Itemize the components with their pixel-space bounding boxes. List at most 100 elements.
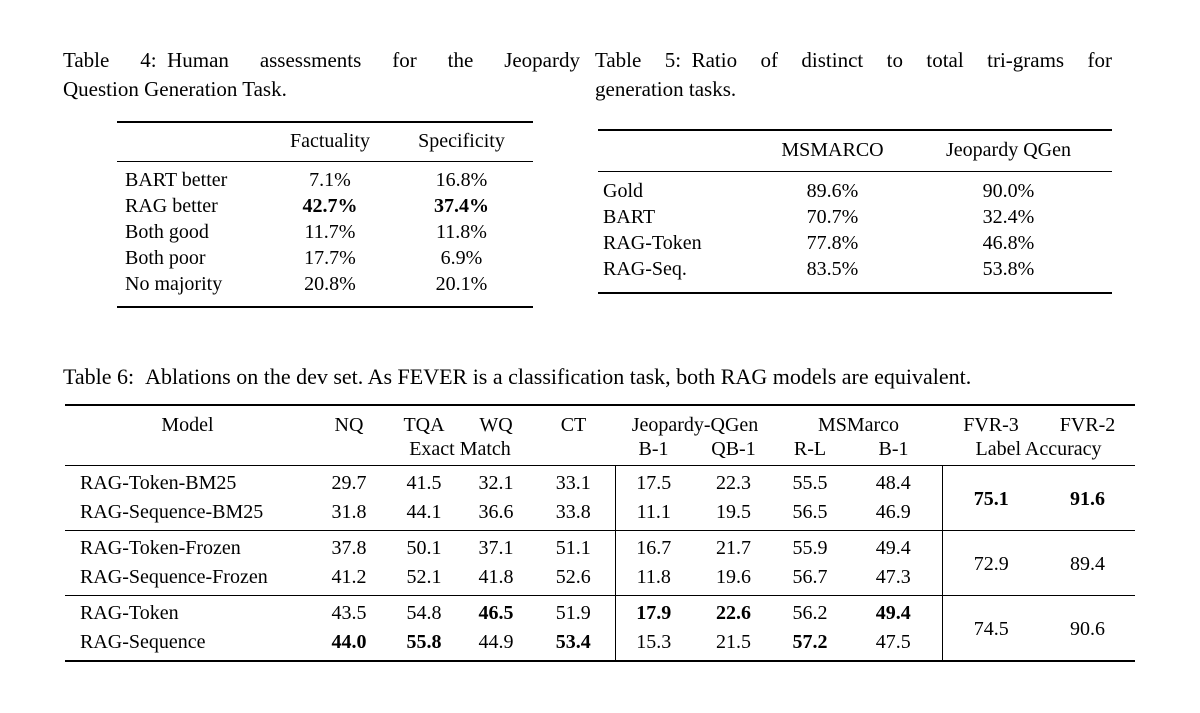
metric-cell: 31.8 [331, 500, 367, 523]
table6-row: RAG-Sequence 44.0 55.8 44.9 53.4 15.3 21.5 57.2… [65, 627, 1135, 661]
row-label-cell: No majority [125, 272, 223, 295]
factuality-cell: 7.1% [309, 168, 351, 191]
factuality-cell: 20.8% [304, 272, 356, 295]
metric-cell: 21.5 [716, 630, 751, 653]
specificity-cell: 20.1% [435, 272, 488, 295]
table5: MSMARCO Jeopardy QGen Gold 89.6% 90.0% BART… [598, 129, 1112, 294]
jeopardy-qgen-cell: 32.4% [982, 205, 1035, 228]
table6-row: RAG-Token-Frozen 37.8 50.1 37.1 51.1 16.7 21.7… [65, 529, 1136, 595]
metric-cell: 50.1 [388, 529, 460, 563]
table6-row: RAG-Token-BM25 29.7 41.5 32.1 33.1 17.5 22.3 55… [65, 464, 1136, 530]
table6-container: Model NQ TQA WQ CT Jeopardy-QGen MSMarco… [65, 404, 1136, 662]
table4-body: BART better 7.1% 16.8% RAG better 42.7% 37.4%… [117, 161, 533, 307]
metric-cell: 17.5 [615, 464, 692, 498]
table4-row: No majority 20.8% 20.1% [117, 271, 533, 307]
metric-cell: 44.0 [331, 630, 367, 653]
table5-caption-line1: Table 5: Ratio of distinct to total tri-… [595, 48, 1112, 72]
factuality-cell: 11.7% [304, 220, 356, 243]
metric-cell: 49.4 [845, 594, 943, 628]
table4-header-spacer [117, 122, 270, 162]
table6: Model NQ TQA WQ CT Jeopardy-QGen MSMarco… [65, 404, 1136, 662]
metric-cell: 36.6 [478, 500, 514, 523]
row-label-cell: RAG-Token [603, 231, 702, 254]
table4-row: Both good 11.7% 11.8% [117, 219, 533, 245]
jeopardy-qgen-cell: 46.8% [982, 231, 1035, 254]
metric-cell: 56.2 [775, 594, 845, 628]
metric-cell: 47.3 [845, 562, 943, 595]
metric-cell: 57.2 [792, 630, 828, 653]
metric-cell: 51.1 [532, 529, 616, 563]
msmarco-cell: 70.7% [806, 205, 859, 228]
specificity-cell: 11.8% [436, 220, 487, 243]
table4-header-row: Factuality Specificity [117, 122, 533, 162]
factuality-cell: 17.7% [304, 246, 356, 269]
row-label-cell: Both poor [125, 246, 206, 269]
model-cell: RAG-Token-BM25 [65, 464, 310, 498]
table5-row: Gold 89.6% 90.0% [598, 171, 1112, 204]
table4-caption: Table 4: Human assessments for the Jeopa… [63, 46, 580, 104]
metric-cell: 46.5 [460, 594, 532, 628]
table6-header-ct: CT [560, 414, 587, 436]
row-label-cell: RAG better [125, 194, 218, 217]
table6-header-msmarco: MSMarco [817, 414, 900, 436]
header-spacer [310, 438, 388, 466]
metric-cell: 17.9 [615, 594, 692, 628]
table5-body: Gold 89.6% 90.0% BART 70.7% 32.4% RAG-Token 77.… [598, 171, 1112, 293]
row-label-cell: Gold [603, 179, 643, 202]
table6-header-fvr3: FVR-3 [963, 414, 1019, 436]
row-label-cell: Both good [125, 220, 209, 243]
metric-cell: 54.8 [388, 594, 460, 628]
metric-cell: 15.3 [636, 630, 672, 653]
fvr2-cell: 90.6 [1040, 594, 1136, 661]
table6-header-rl: R-L [775, 438, 845, 466]
metric-cell: 56.5 [792, 500, 828, 523]
metric-cell: 32.1 [460, 464, 532, 498]
table6-row: RAG-Token 43.5 54.8 46.5 51.9 17.9 22.6 56.2 49.… [65, 594, 1136, 661]
msmarco-cell: 83.5% [806, 257, 859, 280]
specificity-cell: 37.4% [434, 194, 489, 217]
model-cell: RAG-Token-Frozen [65, 529, 310, 563]
msmarco-cell: 89.6% [806, 179, 859, 202]
metric-cell: 41.2 [331, 565, 367, 588]
metric-cell: 19.5 [716, 500, 751, 523]
table6-header-jeopardy-qgen: Jeopardy-QGen [631, 414, 759, 436]
metric-cell: 22.3 [692, 464, 775, 498]
metric-cell: 53.4 [532, 627, 616, 661]
table6-header-label-accuracy: Label Accuracy [942, 438, 1136, 466]
model-cell: RAG-Token [65, 594, 310, 628]
metric-cell: 55.9 [775, 529, 845, 563]
table4-header-factuality: Factuality [270, 122, 390, 162]
table5-row: RAG-Seq. 83.5% 53.8% [598, 256, 1112, 293]
table6-header-wq: WQ [479, 414, 513, 436]
metric-cell: 41.5 [388, 464, 460, 498]
metric-cell: 46.9 [845, 497, 943, 530]
fvr3-cell: 72.9 [942, 529, 1041, 595]
fvr2-cell: 91.6 [1040, 464, 1136, 530]
metric-cell: 56.7 [792, 565, 828, 588]
metric-cell: 49.4 [845, 529, 943, 563]
metric-cell: 33.8 [532, 497, 616, 530]
table4-caption-line1: Table 4: Human assessments for the Jeopa… [63, 48, 580, 72]
table6-header-qb1: QB-1 [692, 438, 775, 466]
row-label-cell: BART better [125, 168, 228, 191]
table5-row: BART 70.7% 32.4% [598, 204, 1112, 230]
table6-header-b1-ms: B-1 [845, 438, 943, 466]
table4-header-specificity: Specificity [390, 122, 533, 162]
model-cell: RAG-Sequence-Frozen [80, 565, 268, 588]
metric-cell: 41.8 [478, 565, 514, 588]
metric-cell: 43.5 [310, 594, 388, 628]
table6-header-fvr2: FVR-2 [1059, 414, 1116, 436]
row-label-cell: BART [603, 205, 656, 228]
specificity-cell: 16.8% [435, 168, 488, 191]
row-label-cell: RAG-Seq. [603, 257, 687, 280]
factuality-cell: 42.7% [302, 194, 358, 217]
table4-row: Both poor 17.7% 6.9% [117, 245, 533, 271]
fvr3-cell: 74.5 [942, 594, 1041, 661]
table6-header-model: Model [161, 414, 214, 436]
table4-container: Factuality Specificity BART better 7.1% 16… [117, 121, 533, 308]
metric-cell: 37.1 [460, 529, 532, 563]
metric-cell: 44.1 [406, 500, 442, 523]
fvr3-cell: 75.1 [942, 464, 1041, 530]
metric-cell: 37.8 [310, 529, 388, 563]
header-spacer [532, 438, 615, 466]
